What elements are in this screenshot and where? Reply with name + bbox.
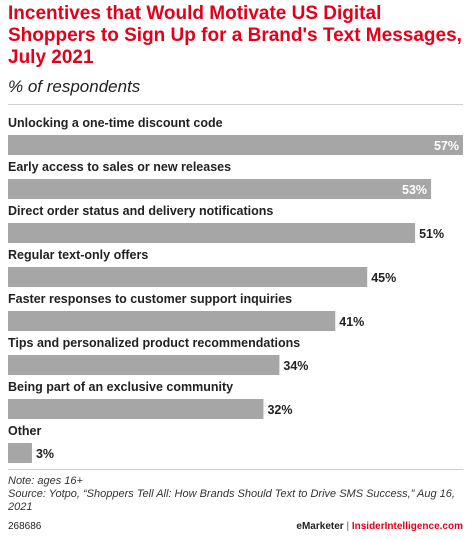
- brand-insider-intelligence[interactable]: InsiderIntelligence.com: [351, 521, 463, 532]
- category-label: Unlocking a one-time discount code: [8, 116, 223, 130]
- chart-footer: Note: ages 16+ Source: Yotpo, “Shoppers …: [8, 475, 466, 514]
- bar: [8, 267, 368, 287]
- bar: [8, 443, 32, 463]
- bar: [8, 179, 432, 199]
- category-label: Other: [8, 424, 41, 438]
- bar: [8, 399, 264, 419]
- category-label: Regular text-only offers: [8, 248, 148, 262]
- bar: [8, 135, 463, 155]
- brand-separator: |: [346, 521, 350, 532]
- top-divider: [8, 104, 463, 105]
- value-label: 3%: [36, 447, 54, 461]
- category-label: Tips and personalized product recommenda…: [8, 336, 300, 350]
- category-label: Direct order status and delivery notific…: [8, 204, 273, 218]
- footer-source: Source: Yotpo, “Shoppers Tell All: How B…: [8, 488, 455, 513]
- value-label: 32%: [267, 403, 292, 417]
- category-label: Being part of an exclusive community: [8, 380, 233, 394]
- value-label: 53%: [402, 183, 427, 197]
- value-label: 51%: [419, 227, 444, 241]
- footer-note: Note: ages 16+: [8, 475, 83, 487]
- value-label: 57%: [434, 139, 459, 153]
- chart-id: 268686: [8, 521, 42, 532]
- bar-chart: Unlocking a one-time discount code 57% Ear…: [8, 116, 463, 463]
- category-label: Early access to sales or new releases: [8, 160, 231, 174]
- value-label: 34%: [283, 359, 308, 373]
- bottom-divider: [8, 469, 463, 470]
- chart-title: Incentives that Would Motivate US Digita…: [8, 3, 462, 68]
- brand-credit: eMarketer | InsiderIntelligence.com: [296, 521, 463, 532]
- category-label: Faster responses to customer support inq…: [8, 292, 292, 306]
- value-label: 45%: [371, 271, 396, 285]
- bar: [8, 223, 416, 243]
- bar: [8, 311, 336, 331]
- brand-emarketer: eMarketer: [296, 521, 344, 532]
- chart-subtitle: % of respondents: [8, 77, 141, 96]
- value-label: 41%: [339, 315, 364, 329]
- bar: [8, 355, 280, 375]
